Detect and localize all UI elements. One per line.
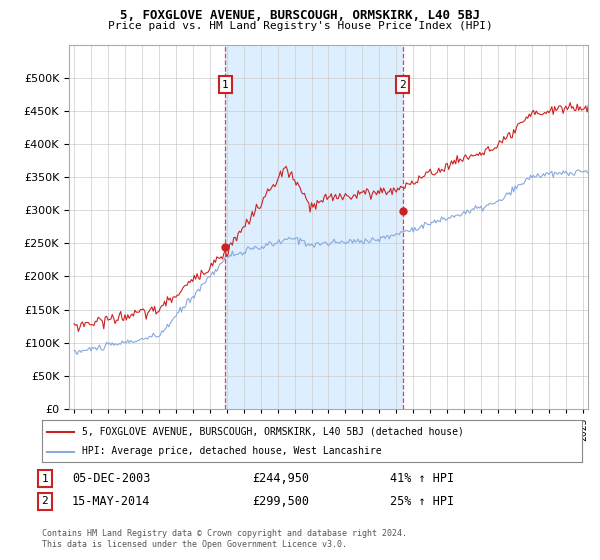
Text: 5, FOXGLOVE AVENUE, BURSCOUGH, ORMSKIRK, L40 5BJ: 5, FOXGLOVE AVENUE, BURSCOUGH, ORMSKIRK,… <box>120 9 480 22</box>
Text: £244,950: £244,950 <box>252 472 309 486</box>
Bar <box>226 45 403 409</box>
Text: 1: 1 <box>222 80 229 90</box>
Text: 41% ↑ HPI: 41% ↑ HPI <box>390 472 454 486</box>
Text: HPI: Average price, detached house, West Lancashire: HPI: Average price, detached house, West… <box>83 446 382 456</box>
Text: £299,500: £299,500 <box>252 494 309 508</box>
Text: 1: 1 <box>41 474 49 484</box>
Text: 2: 2 <box>41 496 49 506</box>
Text: 2: 2 <box>399 80 406 90</box>
Text: 5, FOXGLOVE AVENUE, BURSCOUGH, ORMSKIRK, L40 5BJ (detached house): 5, FOXGLOVE AVENUE, BURSCOUGH, ORMSKIRK,… <box>83 427 464 437</box>
Text: 15-MAY-2014: 15-MAY-2014 <box>72 494 151 508</box>
Text: 25% ↑ HPI: 25% ↑ HPI <box>390 494 454 508</box>
Text: Price paid vs. HM Land Registry's House Price Index (HPI): Price paid vs. HM Land Registry's House … <box>107 21 493 31</box>
Text: 05-DEC-2003: 05-DEC-2003 <box>72 472 151 486</box>
Text: Contains HM Land Registry data © Crown copyright and database right 2024.
This d: Contains HM Land Registry data © Crown c… <box>42 529 407 549</box>
